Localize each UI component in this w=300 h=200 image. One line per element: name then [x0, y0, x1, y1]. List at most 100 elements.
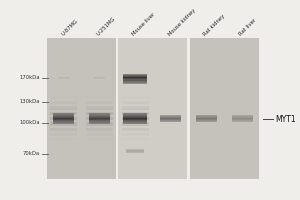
- Bar: [86, 112, 113, 113]
- Bar: [50, 118, 77, 119]
- Bar: [123, 115, 147, 116]
- Bar: [123, 121, 147, 122]
- Bar: [89, 121, 110, 122]
- Bar: [122, 122, 149, 123]
- Bar: [53, 116, 74, 117]
- Bar: [53, 122, 74, 123]
- Bar: [89, 115, 110, 116]
- Bar: [123, 120, 147, 121]
- Bar: [123, 119, 147, 120]
- Bar: [86, 129, 113, 130]
- Bar: [122, 102, 149, 103]
- Bar: [86, 125, 113, 126]
- Bar: [196, 116, 217, 117]
- Text: 100kDa: 100kDa: [20, 120, 40, 125]
- Bar: [123, 122, 147, 123]
- Bar: [86, 133, 113, 134]
- Bar: [89, 114, 110, 115]
- Bar: [122, 112, 149, 113]
- Bar: [123, 116, 147, 117]
- Bar: [122, 106, 149, 107]
- Bar: [50, 135, 77, 136]
- Bar: [232, 121, 253, 122]
- Bar: [50, 123, 77, 124]
- Bar: [196, 117, 217, 118]
- Bar: [86, 139, 113, 140]
- Bar: [123, 77, 147, 78]
- Bar: [122, 117, 149, 118]
- Text: 130kDa: 130kDa: [20, 99, 40, 104]
- Bar: [122, 114, 149, 115]
- Bar: [50, 101, 77, 102]
- Bar: [122, 133, 149, 134]
- Bar: [160, 121, 181, 122]
- Bar: [86, 103, 113, 104]
- Bar: [232, 117, 253, 118]
- Bar: [122, 135, 149, 136]
- Bar: [86, 124, 113, 125]
- Bar: [123, 74, 147, 75]
- Bar: [53, 117, 74, 118]
- Bar: [122, 108, 149, 109]
- Bar: [86, 108, 113, 109]
- Bar: [86, 106, 113, 107]
- Bar: [196, 120, 217, 121]
- Bar: [86, 122, 113, 123]
- Bar: [89, 113, 110, 114]
- Bar: [86, 102, 113, 103]
- Bar: [122, 101, 149, 102]
- Bar: [50, 134, 77, 135]
- Bar: [122, 91, 149, 92]
- Text: Mouse kidney: Mouse kidney: [167, 8, 196, 37]
- Bar: [86, 117, 113, 118]
- Bar: [86, 98, 113, 99]
- Bar: [86, 92, 113, 93]
- Bar: [190, 38, 259, 179]
- Bar: [50, 113, 77, 114]
- Bar: [50, 91, 77, 92]
- Bar: [50, 112, 77, 113]
- Bar: [122, 125, 149, 126]
- Bar: [50, 107, 77, 108]
- Text: U-87MG: U-87MG: [60, 19, 79, 37]
- Text: U-251MG: U-251MG: [96, 16, 117, 37]
- Bar: [89, 118, 110, 119]
- Bar: [122, 98, 149, 99]
- Bar: [50, 96, 77, 97]
- Bar: [50, 129, 77, 130]
- Bar: [118, 38, 188, 179]
- Bar: [50, 93, 77, 94]
- Bar: [86, 96, 113, 97]
- Bar: [160, 115, 181, 116]
- Bar: [50, 128, 77, 129]
- Bar: [123, 80, 147, 81]
- Bar: [122, 113, 149, 114]
- Bar: [122, 92, 149, 93]
- Bar: [50, 106, 77, 107]
- Bar: [86, 118, 113, 119]
- Bar: [89, 123, 110, 124]
- Bar: [89, 116, 110, 117]
- Bar: [50, 117, 77, 118]
- Bar: [196, 115, 217, 116]
- Bar: [50, 114, 77, 115]
- Bar: [123, 118, 147, 119]
- Bar: [122, 118, 149, 119]
- Bar: [50, 125, 77, 126]
- Bar: [160, 116, 181, 117]
- Text: 170kDa: 170kDa: [20, 75, 40, 80]
- Bar: [122, 119, 149, 120]
- Bar: [86, 93, 113, 94]
- Bar: [122, 124, 149, 125]
- Bar: [86, 119, 113, 120]
- Bar: [196, 119, 217, 120]
- Bar: [116, 38, 119, 179]
- Bar: [232, 116, 253, 117]
- Bar: [50, 124, 77, 125]
- Bar: [123, 117, 147, 118]
- Bar: [122, 107, 149, 108]
- Bar: [196, 121, 217, 122]
- Text: 70kDa: 70kDa: [23, 151, 40, 156]
- Bar: [196, 118, 217, 119]
- Bar: [89, 120, 110, 121]
